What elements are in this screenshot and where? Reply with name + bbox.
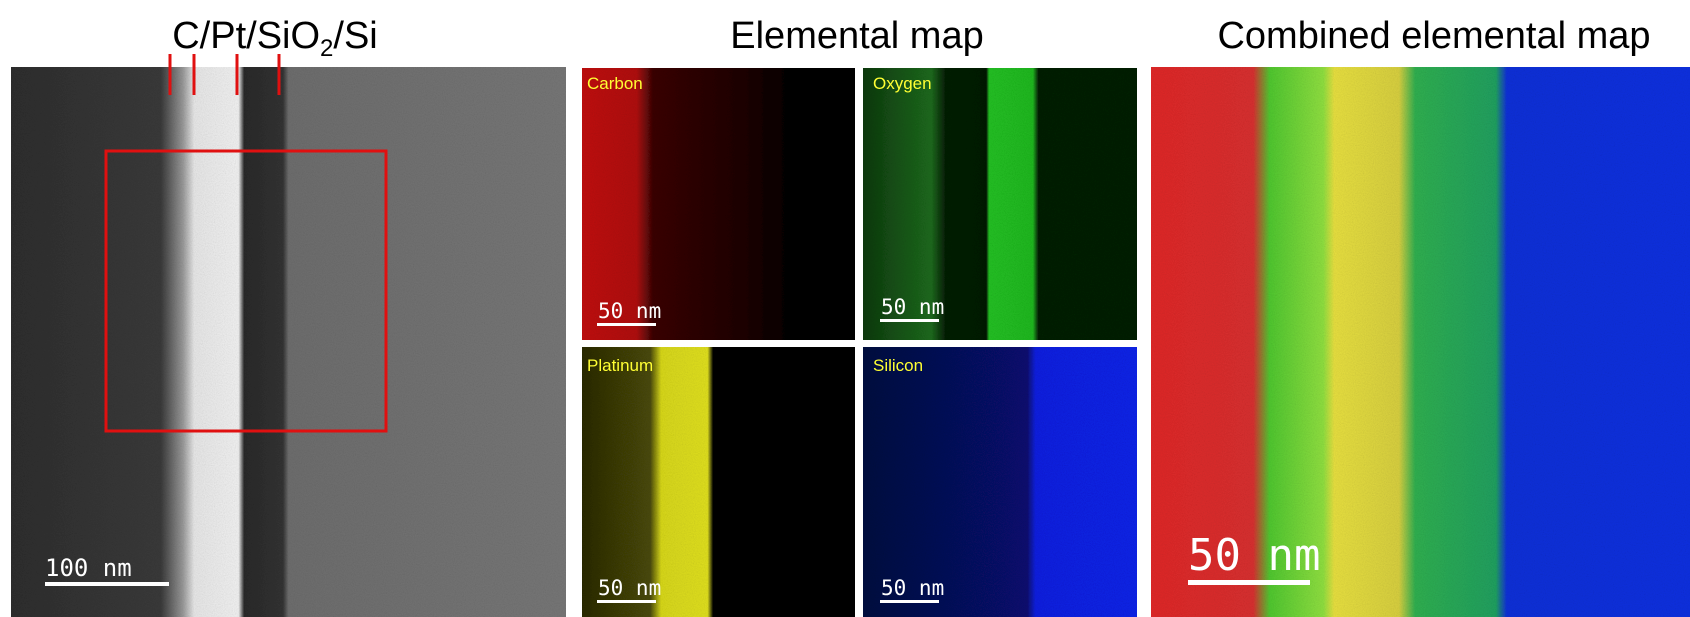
scale-label: 50 nm — [598, 299, 661, 323]
map-tile: Carbon 50 nm — [582, 68, 855, 340]
map-tile: Oxygen 50 nm — [863, 68, 1137, 340]
scale-bar — [1188, 580, 1310, 585]
map-label: Carbon — [587, 74, 643, 93]
scale-bar — [597, 600, 656, 603]
map-label: Platinum — [587, 356, 653, 375]
map-title: Elemental map — [730, 15, 983, 57]
map-tile: Platinum 50 nm — [582, 347, 855, 617]
combined-title: Combined elemental map — [1217, 15, 1650, 57]
map-label: Oxygen — [873, 74, 932, 93]
scale-bar — [880, 600, 939, 603]
scale-bar — [597, 323, 656, 326]
map-tile: Silicon 50 nm — [863, 347, 1137, 617]
scale-label: 100 nm — [45, 554, 132, 582]
scale-label: 50 nm — [1188, 530, 1320, 581]
left-title: C/Pt/SiO2/Si — [172, 15, 378, 62]
figure: C/Pt/SiO2/Si 100 nm Elemental map Carbon… — [0, 0, 1690, 617]
map-label: Silicon — [873, 356, 923, 375]
scale-label: 50 nm — [598, 576, 661, 600]
scale-bar — [45, 582, 169, 586]
scale-bar — [880, 319, 939, 322]
scale-label: 50 nm — [881, 576, 944, 600]
scale-label: 50 nm — [881, 295, 944, 319]
